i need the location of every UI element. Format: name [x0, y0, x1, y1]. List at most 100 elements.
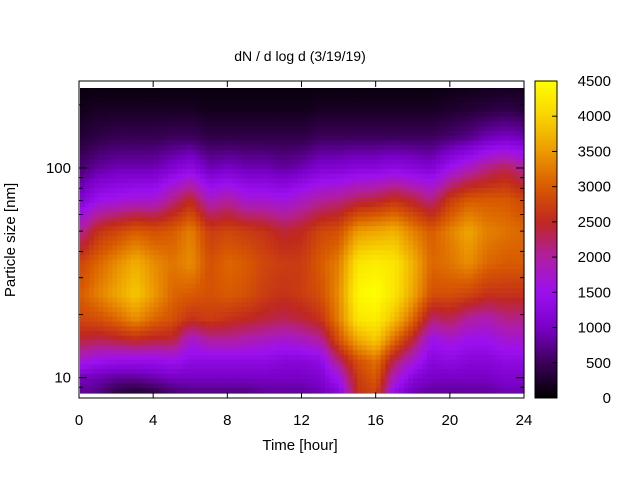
heatmap-cell — [385, 292, 391, 299]
heatmap-cell — [228, 92, 234, 99]
heatmap-cell — [237, 335, 243, 342]
heatmap-cell — [186, 192, 192, 199]
heatmap-cell — [228, 388, 234, 394]
heatmap-cell — [408, 240, 414, 246]
heatmap-cell — [362, 254, 368, 261]
heatmap-cell — [352, 240, 359, 246]
heatmap-cell — [348, 88, 354, 94]
heatmap-cell — [98, 302, 104, 308]
heatmap-cell — [297, 316, 303, 323]
heatmap-cell — [436, 340, 442, 346]
heatmap-cell — [436, 292, 442, 299]
heatmap-cell — [394, 250, 400, 256]
heatmap-cell — [278, 107, 285, 113]
heatmap-cell — [144, 340, 150, 346]
heatmap-cell — [343, 331, 349, 337]
heatmap-cell — [325, 273, 331, 280]
heatmap-cell — [84, 240, 90, 246]
heatmap-cell — [112, 111, 118, 118]
heatmap-cell — [135, 92, 141, 99]
heatmap-cell — [112, 307, 118, 313]
heatmap-cell — [181, 383, 187, 389]
heatmap-cell — [144, 354, 150, 361]
heatmap-cell — [107, 240, 113, 246]
heatmap-cell — [366, 292, 372, 299]
heatmap-cell — [241, 192, 248, 199]
heatmap-cell — [403, 264, 409, 270]
heatmap-cell — [385, 197, 391, 203]
heatmap-cell — [84, 297, 90, 304]
heatmap-cell — [389, 292, 396, 299]
heatmap-cell — [269, 359, 275, 366]
heatmap-cell — [283, 273, 289, 280]
heatmap-cell — [385, 111, 391, 118]
heatmap-cell — [422, 130, 428, 137]
heatmap-cell — [80, 373, 86, 380]
heatmap-cell — [325, 202, 331, 208]
heatmap-cell — [246, 269, 252, 275]
heatmap-cell — [352, 383, 359, 389]
heatmap-cell — [339, 250, 345, 256]
heatmap-cell — [126, 183, 132, 189]
heatmap-cell — [403, 302, 409, 308]
heatmap-cell — [214, 254, 220, 261]
heatmap-cell — [93, 297, 100, 304]
heatmap-cell — [278, 250, 285, 256]
heatmap-cell — [126, 97, 132, 103]
heatmap-cell — [343, 335, 349, 342]
heatmap-cell — [149, 116, 155, 122]
heatmap-cell — [278, 369, 285, 375]
heatmap-cell — [260, 130, 266, 137]
heatmap-cell — [117, 250, 123, 256]
heatmap-cell — [251, 149, 257, 156]
heatmap-cell — [431, 197, 437, 203]
heatmap-cell — [117, 235, 123, 242]
heatmap-cell — [283, 102, 289, 108]
heatmap-cell — [302, 388, 308, 394]
heatmap-cell — [371, 307, 377, 313]
heatmap-cell — [348, 140, 354, 146]
heatmap-cell — [417, 211, 423, 218]
heatmap-cell — [380, 302, 386, 308]
heatmap-cell — [357, 378, 363, 385]
heatmap-cell — [394, 164, 400, 170]
heatmap-cell — [417, 340, 423, 346]
heatmap-cell — [389, 316, 396, 323]
heatmap-cell — [98, 240, 104, 246]
heatmap-cell — [315, 107, 322, 113]
heatmap-cell — [167, 254, 174, 261]
heatmap-cell — [278, 211, 285, 218]
heatmap-cell — [214, 250, 220, 256]
heatmap-cell — [269, 116, 275, 122]
heatmap-cell — [306, 345, 312, 351]
heatmap-cell — [204, 240, 211, 246]
heatmap-cell — [436, 302, 442, 308]
heatmap-cell — [154, 111, 160, 118]
heatmap-cell — [371, 154, 377, 161]
heatmap-cell — [186, 245, 192, 251]
heatmap-cell — [334, 135, 340, 142]
heatmap-cell — [408, 145, 414, 151]
heatmap-cell — [218, 178, 224, 184]
heatmap-cell — [140, 197, 146, 203]
heatmap-cell — [177, 169, 183, 175]
heatmap-cell — [278, 288, 285, 294]
heatmap-cell — [413, 116, 419, 122]
heatmap-cell — [158, 121, 164, 127]
heatmap-cell — [436, 250, 442, 256]
heatmap-cell — [371, 359, 377, 366]
heatmap-cell — [223, 178, 229, 184]
heatmap-cell — [144, 297, 150, 304]
heatmap-cell — [380, 216, 386, 223]
heatmap-cell — [191, 235, 197, 242]
heatmap-cell — [288, 221, 294, 227]
heatmap-cell — [255, 259, 261, 265]
heatmap-cell — [436, 221, 442, 227]
heatmap-cell — [362, 269, 368, 275]
heatmap-cell — [204, 345, 211, 351]
heatmap-cell — [278, 254, 285, 261]
heatmap-cell — [362, 154, 368, 161]
heatmap-cell — [232, 283, 238, 289]
heatmap-cell — [265, 130, 271, 137]
heatmap-cell — [98, 340, 104, 346]
